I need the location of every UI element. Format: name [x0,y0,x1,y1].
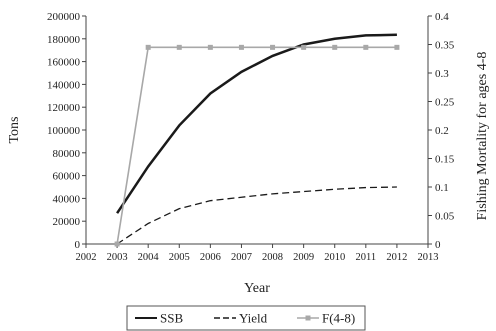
left-y-tick-label: 40000 [53,193,81,205]
x-tick-label: 2003 [107,252,128,263]
series-lines [114,33,400,247]
legend-label-ssb: SSB [160,311,183,326]
left-y-tick-label: 20000 [53,216,81,228]
left-y-tick-label: 60000 [53,171,81,183]
left-y-tick-label: 100000 [47,125,81,137]
left-y-tick-label: 200000 [47,11,81,23]
legend-box [126,305,366,331]
legend: SSB Yield F(4-8) [126,305,366,331]
data-point-f-marker [114,241,120,247]
right-y-tick-label: 0.05 [435,211,455,223]
legend-label-f-4-8-: F(4-8) [322,311,355,326]
series-line-f-4-8- [116,46,397,245]
x-axis-title: Year [244,281,270,296]
right-y-tick-label: 0.25 [435,97,455,109]
right-y-tick-label: 0.35 [435,40,455,52]
left-y-tick-label: 160000 [47,57,81,69]
axes [82,15,432,248]
right-y-axis-title: Fishing Mortality for ages 4-8 [475,52,490,221]
left-y-tick-label: 120000 [47,102,81,114]
left-y-axis-title: Tons [7,116,22,143]
legend-label-yield: Yield [239,311,268,326]
x-tick-label: 2008 [262,252,283,263]
right-y-tick-label: 0.15 [435,154,455,166]
left-y-tick-label: 0 [75,239,81,251]
x-tick-label: 2012 [386,252,407,263]
x-tick-label: 2009 [293,252,314,263]
right-y-tick-label: 0.3 [435,68,449,80]
data-point-f-marker [207,44,213,50]
data-point-f-marker [238,44,244,50]
data-point-f-marker [270,44,276,50]
data-point-f-marker [176,44,182,50]
data-point-f-marker [145,44,151,50]
x-tick-label: 2011 [356,252,377,263]
x-tick-label: 2010 [324,252,345,263]
data-point-f-marker [301,44,307,50]
right-y-tick-label: 0.4 [435,11,449,23]
left-y-tick-label: 80000 [53,148,81,160]
x-tick-label: 2005 [169,252,190,263]
x-tick-label: 2006 [200,252,221,263]
right-y-tick-label: 0.2 [435,125,449,137]
series-line-yield [116,186,397,245]
data-point-f-marker [363,44,369,50]
tick-labels: 0 20000 40000 60000 80000 100000 120000 140000 1… [47,11,455,263]
data-point-f-marker [332,44,338,50]
data-point-f-marker [394,44,400,50]
x-tick-label: 2004 [138,252,160,263]
x-tick-label: 2002 [76,252,97,263]
legend-marker-f [305,315,311,321]
x-tick-label: 2007 [231,252,252,263]
right-y-tick-label: 0.1 [435,182,449,194]
right-y-tick-label: 0 [435,239,441,251]
left-y-tick-label: 180000 [47,34,81,46]
left-y-tick-label: 140000 [47,79,81,91]
x-tick-label: 2013 [418,252,439,263]
series-line-ssb [116,33,397,214]
